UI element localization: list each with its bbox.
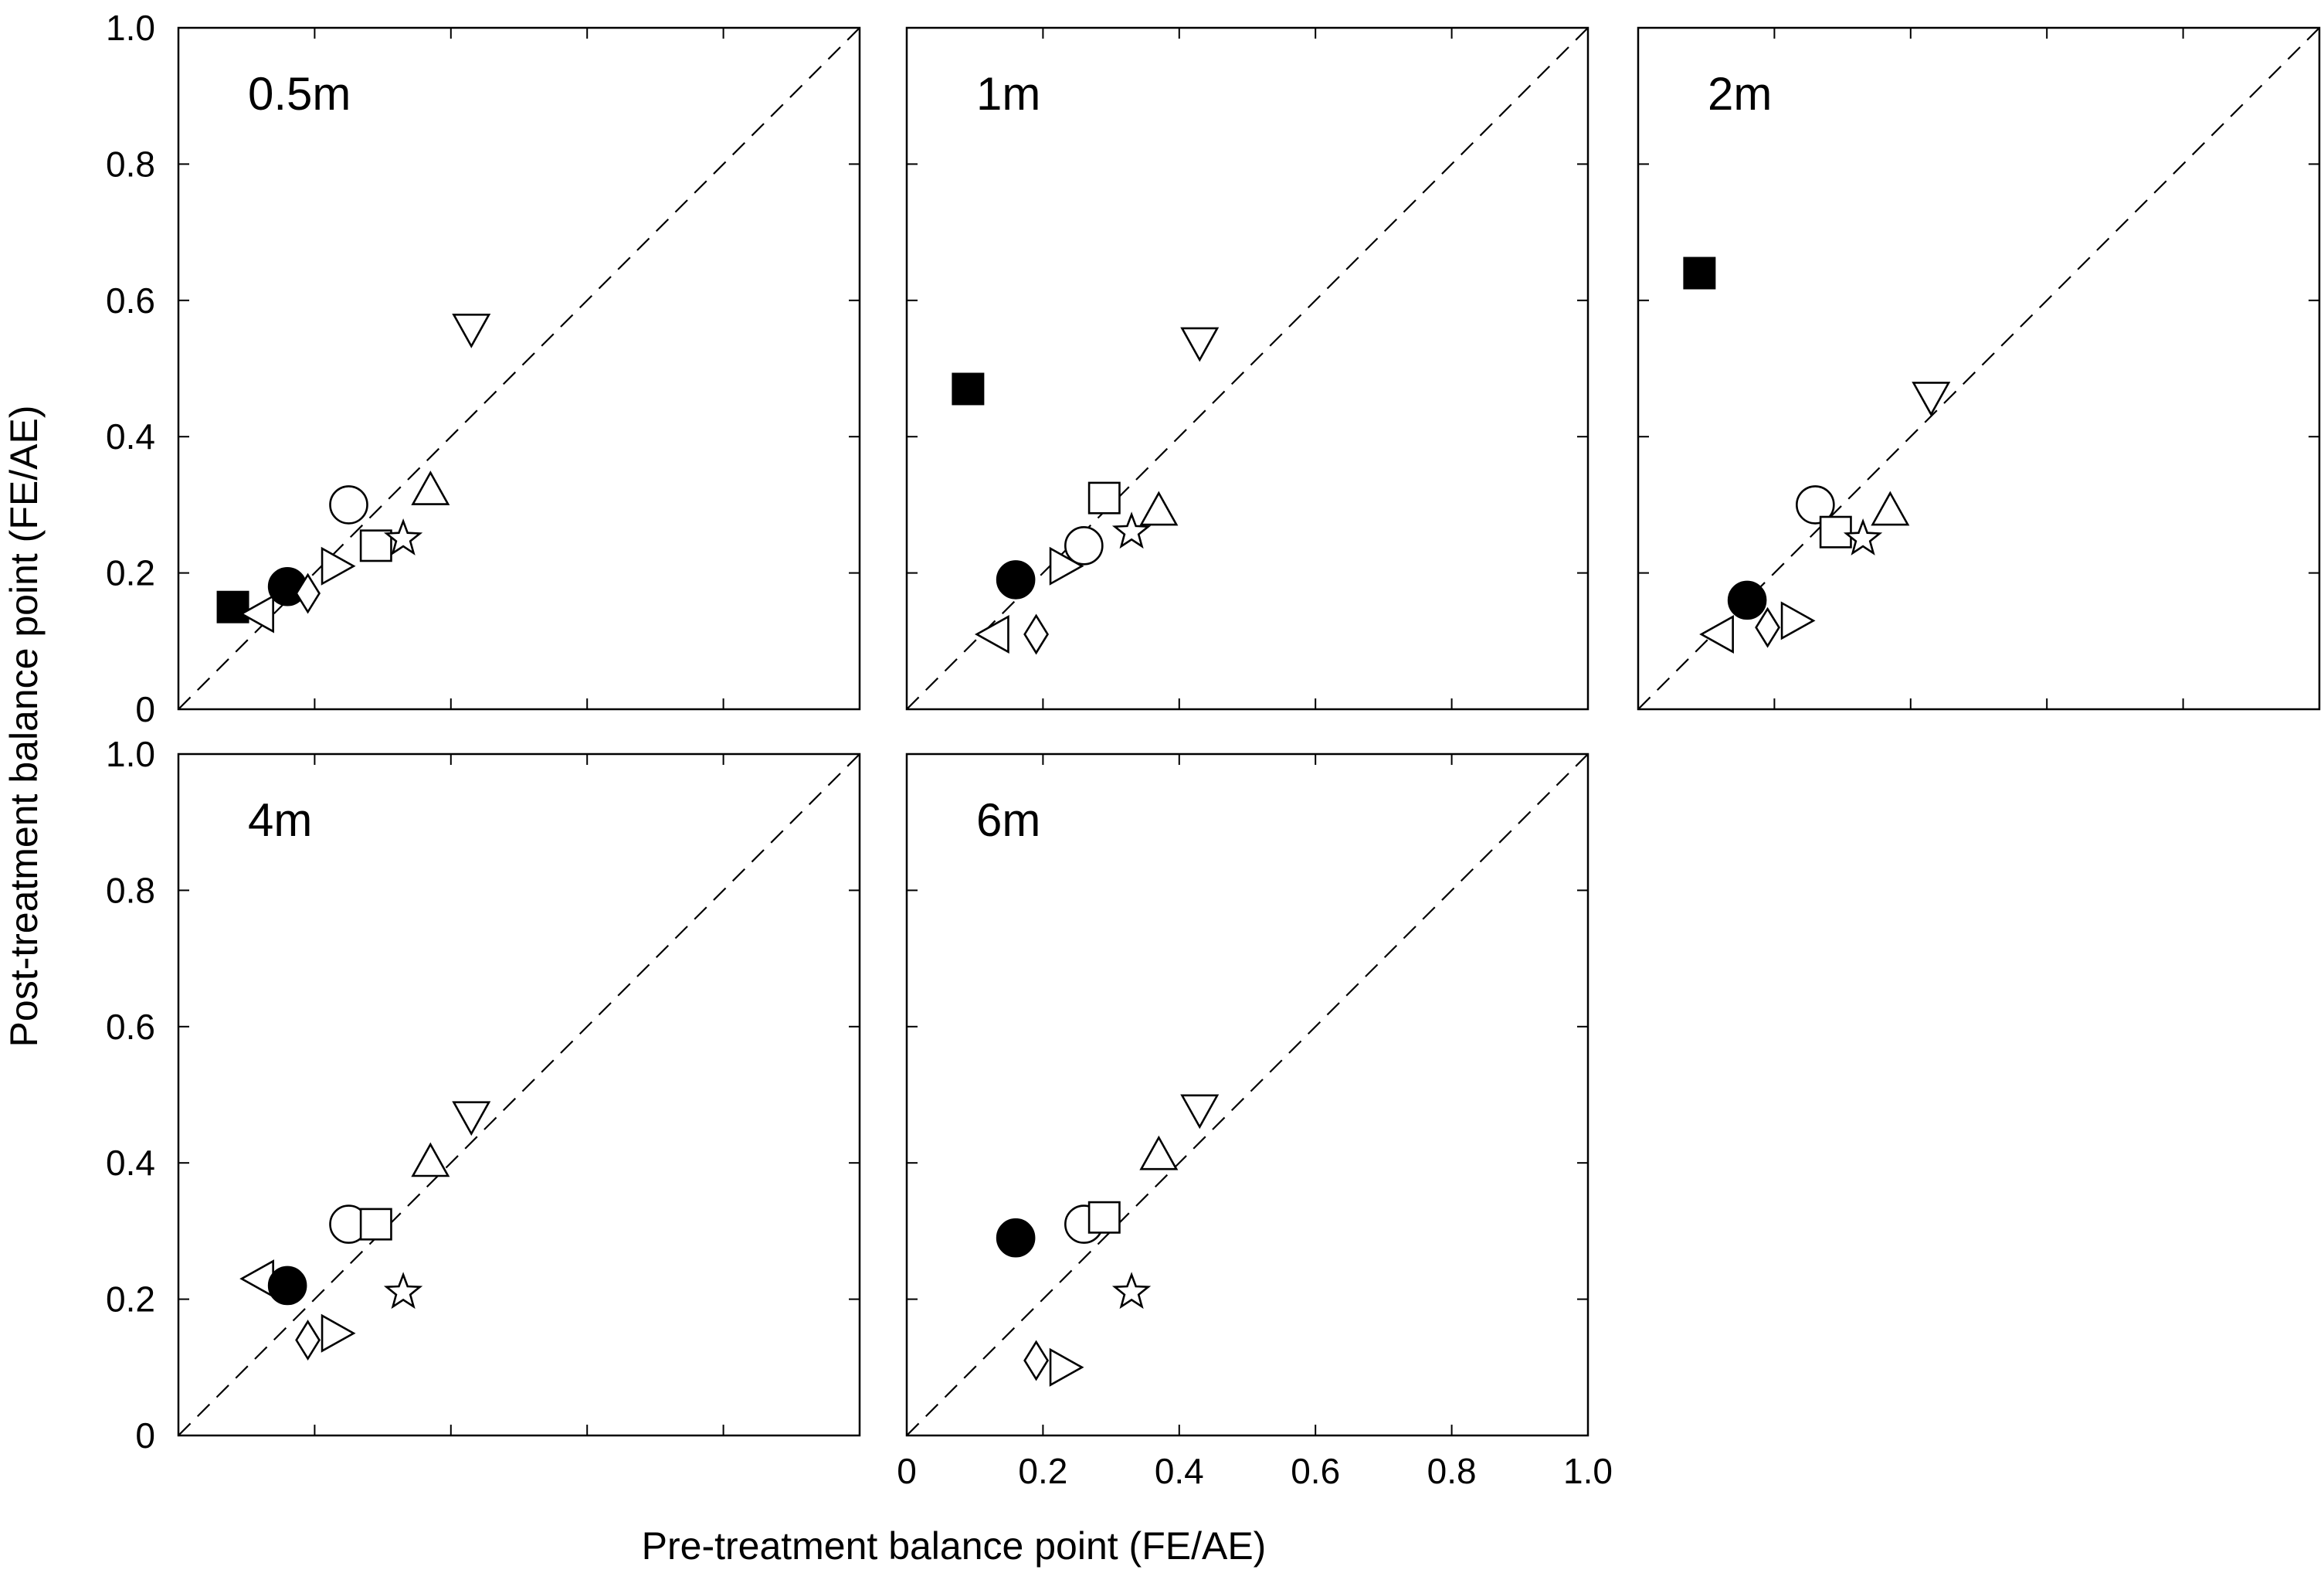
panel-frame	[905, 26, 1589, 711]
panel-title: 0.5m	[248, 68, 351, 120]
data-point-square	[359, 1208, 392, 1241]
data-point-triangle-left	[974, 614, 1009, 654]
data-point-triangle-down	[452, 313, 491, 348]
panel-frame	[905, 753, 1589, 1437]
data-point-square	[1819, 515, 1852, 549]
data-point-circle	[329, 485, 368, 525]
data-point-star	[1111, 1272, 1152, 1310]
panel-title: 4m	[248, 794, 312, 846]
data-point-star	[1843, 518, 1883, 555]
y-tick-label: 0.6	[106, 1007, 155, 1047]
x-tick-label: 0.4	[1155, 1451, 1204, 1491]
data-point-circle	[1796, 485, 1835, 525]
data-point-triangle-up	[411, 471, 450, 505]
y-tick-label: 0.4	[106, 1143, 155, 1183]
data-point-square	[1087, 481, 1121, 515]
data-point-triangle-right	[1049, 1347, 1084, 1387]
y-tick-label: 0.6	[106, 280, 155, 321]
data-point-triangle-down	[1180, 327, 1220, 362]
panel-title: 6m	[976, 794, 1040, 846]
x-tick-label: 0.8	[1427, 1451, 1477, 1491]
data-point-square	[359, 529, 392, 562]
data-point-triangle-up	[1139, 491, 1179, 526]
y-axis-title: Post-treatment balance point (FE/AE)	[2, 406, 46, 1048]
data-point-circle-filled	[996, 560, 1036, 600]
data-point-star	[1111, 511, 1152, 549]
data-point-triangle-down	[1180, 1094, 1220, 1130]
y-tick-label: 0	[135, 1415, 155, 1456]
panel-5: 0 0.2 0.4 0.6 0.8 1.0 6m	[897, 753, 1613, 1491]
data-point-square-filled	[216, 590, 249, 623]
data-point-triangle-up	[1871, 491, 1910, 526]
x-tick-label: 0.6	[1291, 1451, 1340, 1491]
panels: 0 0.2 0.4 0.6 0.8 1.0 0.5m 1m 2m 0 0.2 0.4 0.6 0.8 1.0…	[106, 8, 2321, 1491]
data-point-diamond	[295, 1320, 321, 1361]
x-axis-title: Pre-treatment balance point (FE/AE)	[642, 1524, 1267, 1568]
panel-3: 2m	[1637, 26, 2321, 711]
panel-title: 2m	[1708, 68, 1772, 120]
y-tick-label: 0.8	[106, 144, 155, 184]
data-point-diamond	[1023, 1340, 1049, 1381]
data-point-triangle-right	[1780, 601, 1816, 640]
data-point-square-filled	[1683, 257, 1716, 290]
panel-frame	[177, 753, 861, 1437]
data-point-square-filled	[952, 372, 985, 406]
y-tick-label: 0.4	[106, 416, 155, 457]
data-point-circle-filled	[1727, 580, 1767, 620]
y-tick-label: 0	[135, 689, 155, 729]
panel-2: 1m	[905, 26, 1589, 711]
identity-line	[906, 753, 1589, 1436]
data-point-triangle-right	[321, 546, 356, 586]
y-tick-label: 0.2	[106, 1279, 155, 1320]
y-tick-label: 1.0	[106, 734, 155, 774]
data-point-triangle-left	[239, 1259, 274, 1299]
y-tick-label: 0.8	[106, 870, 155, 910]
panel-title: 1m	[976, 68, 1040, 120]
y-tick-label: 1.0	[106, 8, 155, 48]
data-point-diamond	[1023, 613, 1049, 655]
identity-line	[178, 27, 860, 710]
x-tick-label: 0.2	[1018, 1451, 1067, 1491]
panel-frame	[1637, 26, 2321, 711]
data-point-diamond	[295, 572, 321, 614]
data-point-triangle-right	[321, 1313, 356, 1353]
data-point-triangle-up	[1139, 1135, 1179, 1170]
panel-4: 0 0.2 0.4 0.6 0.8 1.0 4m	[106, 734, 861, 1456]
identity-line	[906, 27, 1589, 710]
data-point-circle-filled	[996, 1218, 1036, 1258]
x-tick-label: 0	[897, 1451, 917, 1491]
data-point-circle-filled	[267, 1266, 307, 1306]
data-point-triangle-down	[452, 1101, 491, 1136]
identity-line	[178, 753, 860, 1436]
data-point-triangle-right	[1049, 546, 1084, 586]
y-tick-label: 0.2	[106, 553, 155, 593]
data-point-triangle-left	[1699, 614, 1734, 654]
data-point-star	[383, 518, 423, 555]
data-point-triangle-down	[1912, 382, 1951, 416]
data-point-diamond	[1755, 606, 1780, 648]
x-tick-label: 1.0	[1563, 1451, 1613, 1491]
data-point-triangle-left	[239, 594, 274, 634]
panel-frame	[177, 26, 861, 711]
panel-1: 0 0.2 0.4 0.6 0.8 1.0 0.5m	[106, 8, 861, 729]
data-point-square	[1087, 1201, 1121, 1234]
data-point-triangle-up	[411, 1142, 450, 1177]
data-point-circle	[1064, 526, 1104, 566]
data-point-star	[383, 1272, 423, 1310]
